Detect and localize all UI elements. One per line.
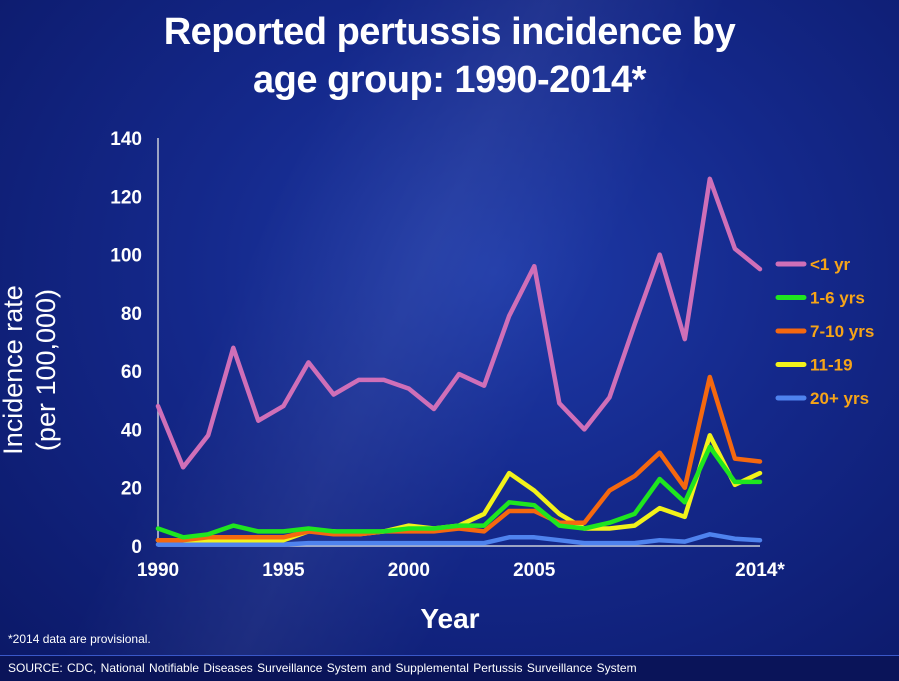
series-line-1-yr — [155, 176, 763, 470]
series-line-20-yrs — [155, 532, 763, 547]
y-tick-label: 0 — [131, 537, 142, 558]
y-tick-label: 40 — [121, 420, 142, 441]
legend-label: <1 yr — [810, 255, 851, 274]
y-tick-label: 20 — [121, 479, 142, 500]
legend-label: 7-10 yrs — [810, 322, 874, 341]
y-tick-label: 80 — [121, 304, 142, 325]
x-tick-label: 1995 — [262, 560, 305, 581]
series-line-7-10-yrs — [155, 374, 763, 543]
source-bar: SOURCE: CDC, National Notifiable Disease… — [0, 655, 899, 681]
y-tick-label: 140 — [110, 129, 142, 150]
x-tick-label: 1990 — [137, 560, 179, 581]
series-line-1-6-yrs — [155, 444, 763, 540]
x-tick-label: 2000 — [388, 560, 430, 581]
legend-label: 20+ yrs — [810, 389, 869, 408]
x-tick-label: 2014* — [735, 560, 785, 581]
y-tick-label: 120 — [110, 187, 142, 208]
source-text: SOURCE: CDC, National Notifiable Disease… — [8, 661, 637, 675]
legend-label: 11-19 — [810, 356, 853, 375]
footnote: *2014 data are provisional. — [8, 632, 151, 646]
legend-label: 1-6 yrs — [810, 289, 865, 308]
y-tick-label: 100 — [110, 246, 142, 267]
line-chart: 0 20 40 60 80 100 120 140 1990 1995 2000 2005 2014* <… — [110, 129, 875, 581]
x-tick-label: 2005 — [513, 560, 556, 581]
x-axis-label: Year — [420, 603, 480, 634]
y-tick-label: 60 — [121, 362, 142, 383]
chart-title: Reported pertussis incidence by age grou… — [163, 11, 736, 101]
